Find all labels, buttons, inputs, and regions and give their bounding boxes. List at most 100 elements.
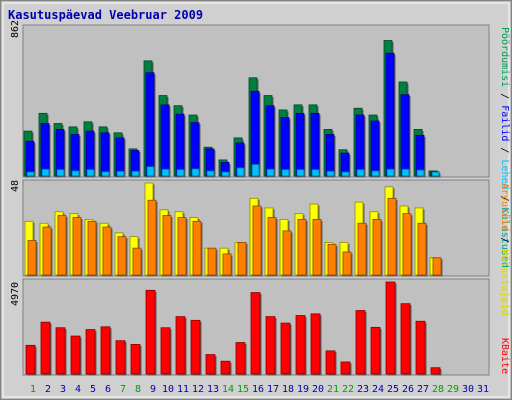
- bar-files-day-19: [295, 112, 306, 178]
- panel-middle-max-label: 48: [10, 180, 21, 192]
- bar-sites-day-22: [342, 251, 353, 277]
- x-label-day-4: 4: [75, 384, 81, 395]
- x-label-day-5: 5: [90, 384, 96, 395]
- x-label-day-11: 11: [177, 384, 189, 395]
- x-label-day-1: 1: [30, 384, 36, 395]
- bar-files-day-10: [160, 104, 171, 178]
- bar-kbytes-day-26: [400, 303, 412, 376]
- bar-pages-day-23: [356, 169, 366, 178]
- bar-sites-day-1: [27, 240, 38, 277]
- bar-sites-day-11: [177, 217, 188, 277]
- bar-pages-day-10: [161, 168, 171, 178]
- bar-pages-day-8: [131, 170, 141, 178]
- bar-kbytes-day-22: [340, 361, 352, 376]
- bar-sites-day-4: [72, 217, 83, 277]
- x-label-day-15: 15: [237, 384, 249, 395]
- bar-kbytes-day-16: [250, 292, 262, 376]
- x-label-day-30: 30: [462, 384, 474, 395]
- panel-top-max-label: 862: [10, 20, 21, 38]
- bar-files-day-18: [280, 117, 291, 178]
- x-label-day-18: 18: [282, 384, 294, 395]
- x-label-day-22: 22: [342, 384, 354, 395]
- bar-pages-day-5: [86, 169, 96, 178]
- bar-pages-day-4: [71, 170, 81, 178]
- legend-visitors: Külastajaid: [499, 249, 510, 315]
- bars-layer: [23, 40, 443, 376]
- legend-top-text: Pöördumisi / Failid / Lehed / Külastused: [499, 27, 510, 268]
- bar-sites-day-14: [222, 253, 233, 277]
- x-label-day-19: 19: [297, 384, 309, 395]
- bar-pages-day-3: [56, 169, 66, 178]
- bar-pages-day-15: [236, 167, 246, 178]
- bar-sites-day-25: [387, 197, 398, 277]
- x-label-day-12: 12: [192, 384, 204, 395]
- bar-kbytes-day-15: [235, 342, 247, 376]
- x-label-day-17: 17: [267, 384, 279, 395]
- x-label-day-28: 28: [432, 384, 444, 395]
- x-label-day-16: 16: [252, 384, 264, 395]
- bar-kbytes-day-20: [310, 313, 322, 376]
- bar-pages-day-11: [176, 169, 186, 178]
- bar-sites-day-19: [297, 219, 308, 277]
- x-axis-labels: 1 2 3 4 5 6 7 8 9 10 11 12 13 14 15 16 17 18 19 20 21 22 23 24 2…: [30, 384, 489, 395]
- bar-pages-day-22: [341, 171, 351, 178]
- bar-pages-day-13: [206, 170, 216, 178]
- bar-files-day-23: [355, 114, 366, 178]
- bar-kbytes-day-7: [115, 340, 127, 376]
- x-label-day-24: 24: [372, 384, 384, 395]
- x-label-day-7: 7: [120, 384, 126, 395]
- bar-kbytes-day-14: [220, 360, 232, 376]
- bar-pages-day-26: [401, 168, 411, 178]
- bar-files-day-24: [370, 120, 381, 178]
- bar-sites-day-16: [252, 205, 263, 277]
- bar-sites-day-21: [327, 243, 338, 277]
- bar-pages-day-28: [431, 171, 441, 178]
- legend-middle: Arvuteid / Külastajaid: [499, 183, 510, 315]
- bar-sites-day-17: [267, 217, 278, 277]
- x-label-day-8: 8: [135, 384, 141, 395]
- bar-kbytes-day-24: [370, 326, 382, 376]
- legend-top: Pöördumisi / Failid / Lehed / Külastused: [499, 27, 510, 268]
- bar-files-day-6: [100, 132, 111, 178]
- bar-kbytes-day-5: [85, 329, 97, 376]
- bar-kbytes-day-13: [205, 354, 217, 376]
- x-label-day-6: 6: [105, 384, 111, 395]
- bar-kbytes-day-6: [100, 326, 112, 376]
- bar-kbytes-day-1: [25, 344, 37, 376]
- x-label-day-26: 26: [402, 384, 414, 395]
- bar-pages-day-27: [416, 169, 426, 178]
- legend-visits: Külastused: [499, 208, 510, 268]
- bar-sites-day-10: [162, 215, 173, 277]
- bar-kbytes-day-17: [265, 316, 277, 376]
- x-label-day-9: 9: [150, 384, 156, 395]
- bar-pages-day-2: [41, 168, 51, 178]
- bar-pages-day-16: [251, 164, 261, 178]
- bar-kbytes-day-21: [325, 350, 337, 376]
- bar-kbytes-day-19: [295, 315, 307, 376]
- x-label-day-3: 3: [60, 384, 66, 395]
- bar-sites-day-18: [282, 230, 293, 277]
- bar-kbytes-day-2: [40, 321, 52, 376]
- x-label-day-10: 10: [162, 384, 174, 395]
- bar-kbytes-day-27: [415, 320, 427, 376]
- bar-files-day-26: [400, 94, 411, 178]
- bar-sites-day-28: [432, 257, 443, 277]
- x-label-day-20: 20: [312, 384, 324, 395]
- bar-pages-day-9: [146, 166, 156, 178]
- x-label-day-23: 23: [357, 384, 369, 395]
- bar-pages-day-17: [266, 168, 276, 178]
- legend-middle-text: Arvuteid / Külastajaid: [499, 183, 510, 315]
- bar-kbytes-day-11: [175, 316, 187, 376]
- x-label-day-2: 2: [45, 384, 51, 395]
- x-label-day-27: 27: [417, 384, 429, 395]
- bar-kbytes-day-3: [55, 327, 67, 376]
- legend-sites: Arvuteid: [499, 183, 510, 231]
- x-label-day-14: 14: [222, 384, 234, 395]
- bar-sites-day-13: [207, 247, 218, 277]
- bar-files-day-11: [175, 113, 186, 178]
- bar-kbytes-day-12: [190, 319, 202, 376]
- bar-sites-day-9: [147, 199, 158, 277]
- bar-sites-day-5: [87, 220, 98, 277]
- bar-sites-day-23: [357, 222, 368, 277]
